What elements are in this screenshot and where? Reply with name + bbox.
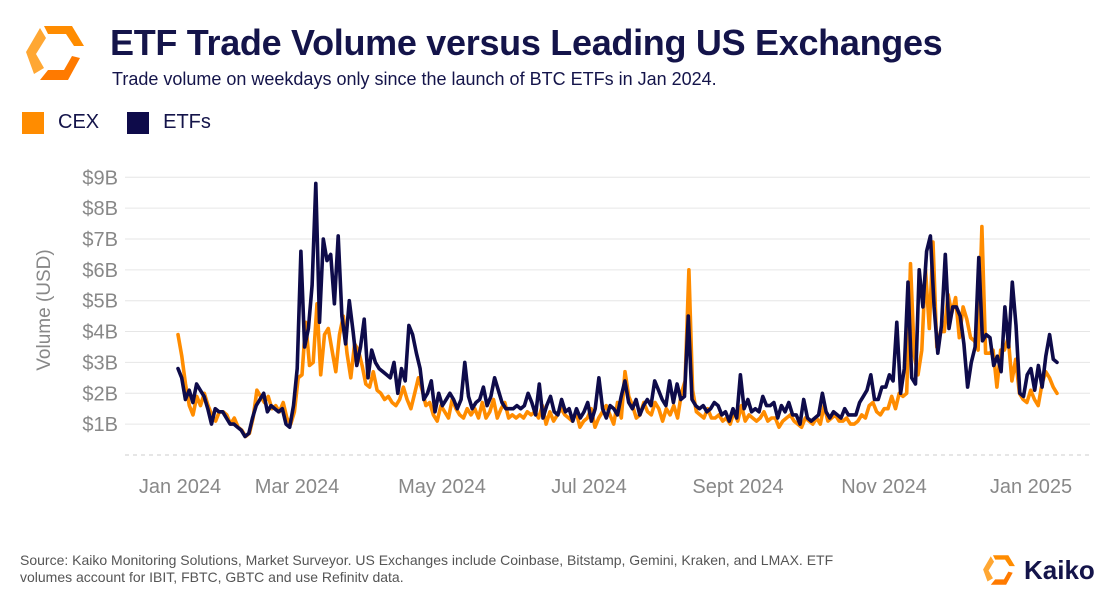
source-line-1: Source: Kaiko Monitoring Solutions, Mark… [20, 552, 834, 568]
chart-legend: CEX ETFs [22, 111, 239, 134]
legend-label-cex: CEX [58, 111, 100, 133]
x-tick-label: Jan 2024 [139, 476, 221, 498]
x-tick-label: Jul 2024 [551, 476, 627, 498]
y-tick-label: $5B [82, 291, 118, 313]
x-tick-label: May 2024 [398, 476, 486, 498]
brand-footer: Kaiko [982, 553, 1095, 587]
legend-swatch-cex [22, 111, 44, 134]
series-line-etfs [176, 181, 1059, 439]
y-tick-label: $6B [82, 260, 118, 282]
x-tick-label: Mar 2024 [255, 476, 340, 498]
source-line-2: volumes account for IBIT, FBTC, GBTC and… [20, 569, 404, 585]
kaiko-logo-icon [26, 26, 84, 80]
page-subtitle: Trade volume on weekdays only since the … [112, 69, 717, 89]
volume-line-chart: $1B $2B $3B $4B $5B $6B $7B $8B $9B Jan 2024 Mar … [34, 167, 1090, 498]
legend-item-etfs: ETFs [127, 111, 211, 134]
y-tick-label: $7B [82, 229, 118, 251]
legend-swatch-etfs [127, 111, 150, 134]
x-axis: Jan 2024 Mar 2024 May 2024 Jul 2024 Sept 202… [139, 476, 1072, 498]
x-tick-label: Nov 2024 [841, 476, 927, 498]
series-line-cex [176, 224, 1059, 439]
page-title: ETF Trade Volume versus Leading US Excha… [110, 22, 943, 63]
y-tick-label: $2B [82, 383, 118, 405]
y-axis-label: Volume (USD) [34, 249, 55, 370]
brand-name: Kaiko [1024, 554, 1095, 585]
y-tick-label: $9B [82, 167, 118, 189]
y-tick-label: $4B [82, 322, 118, 344]
x-tick-label: Sept 2024 [692, 476, 783, 498]
x-tick-label: Jan 2025 [990, 476, 1072, 498]
y-tick-label: $3B [82, 352, 118, 374]
legend-label-etfs: ETFs [163, 111, 211, 133]
y-axis: $1B $2B $3B $4B $5B $6B $7B $8B $9B [82, 167, 118, 436]
y-tick-label: $1B [82, 414, 118, 436]
chart-series [176, 181, 1059, 439]
kaiko-small-logo-icon [983, 555, 1015, 585]
y-tick-label: $8B [82, 198, 118, 220]
source-footnote: Source: Kaiko Monitoring Solutions, Mark… [20, 552, 970, 586]
legend-item-cex: CEX [22, 111, 99, 134]
